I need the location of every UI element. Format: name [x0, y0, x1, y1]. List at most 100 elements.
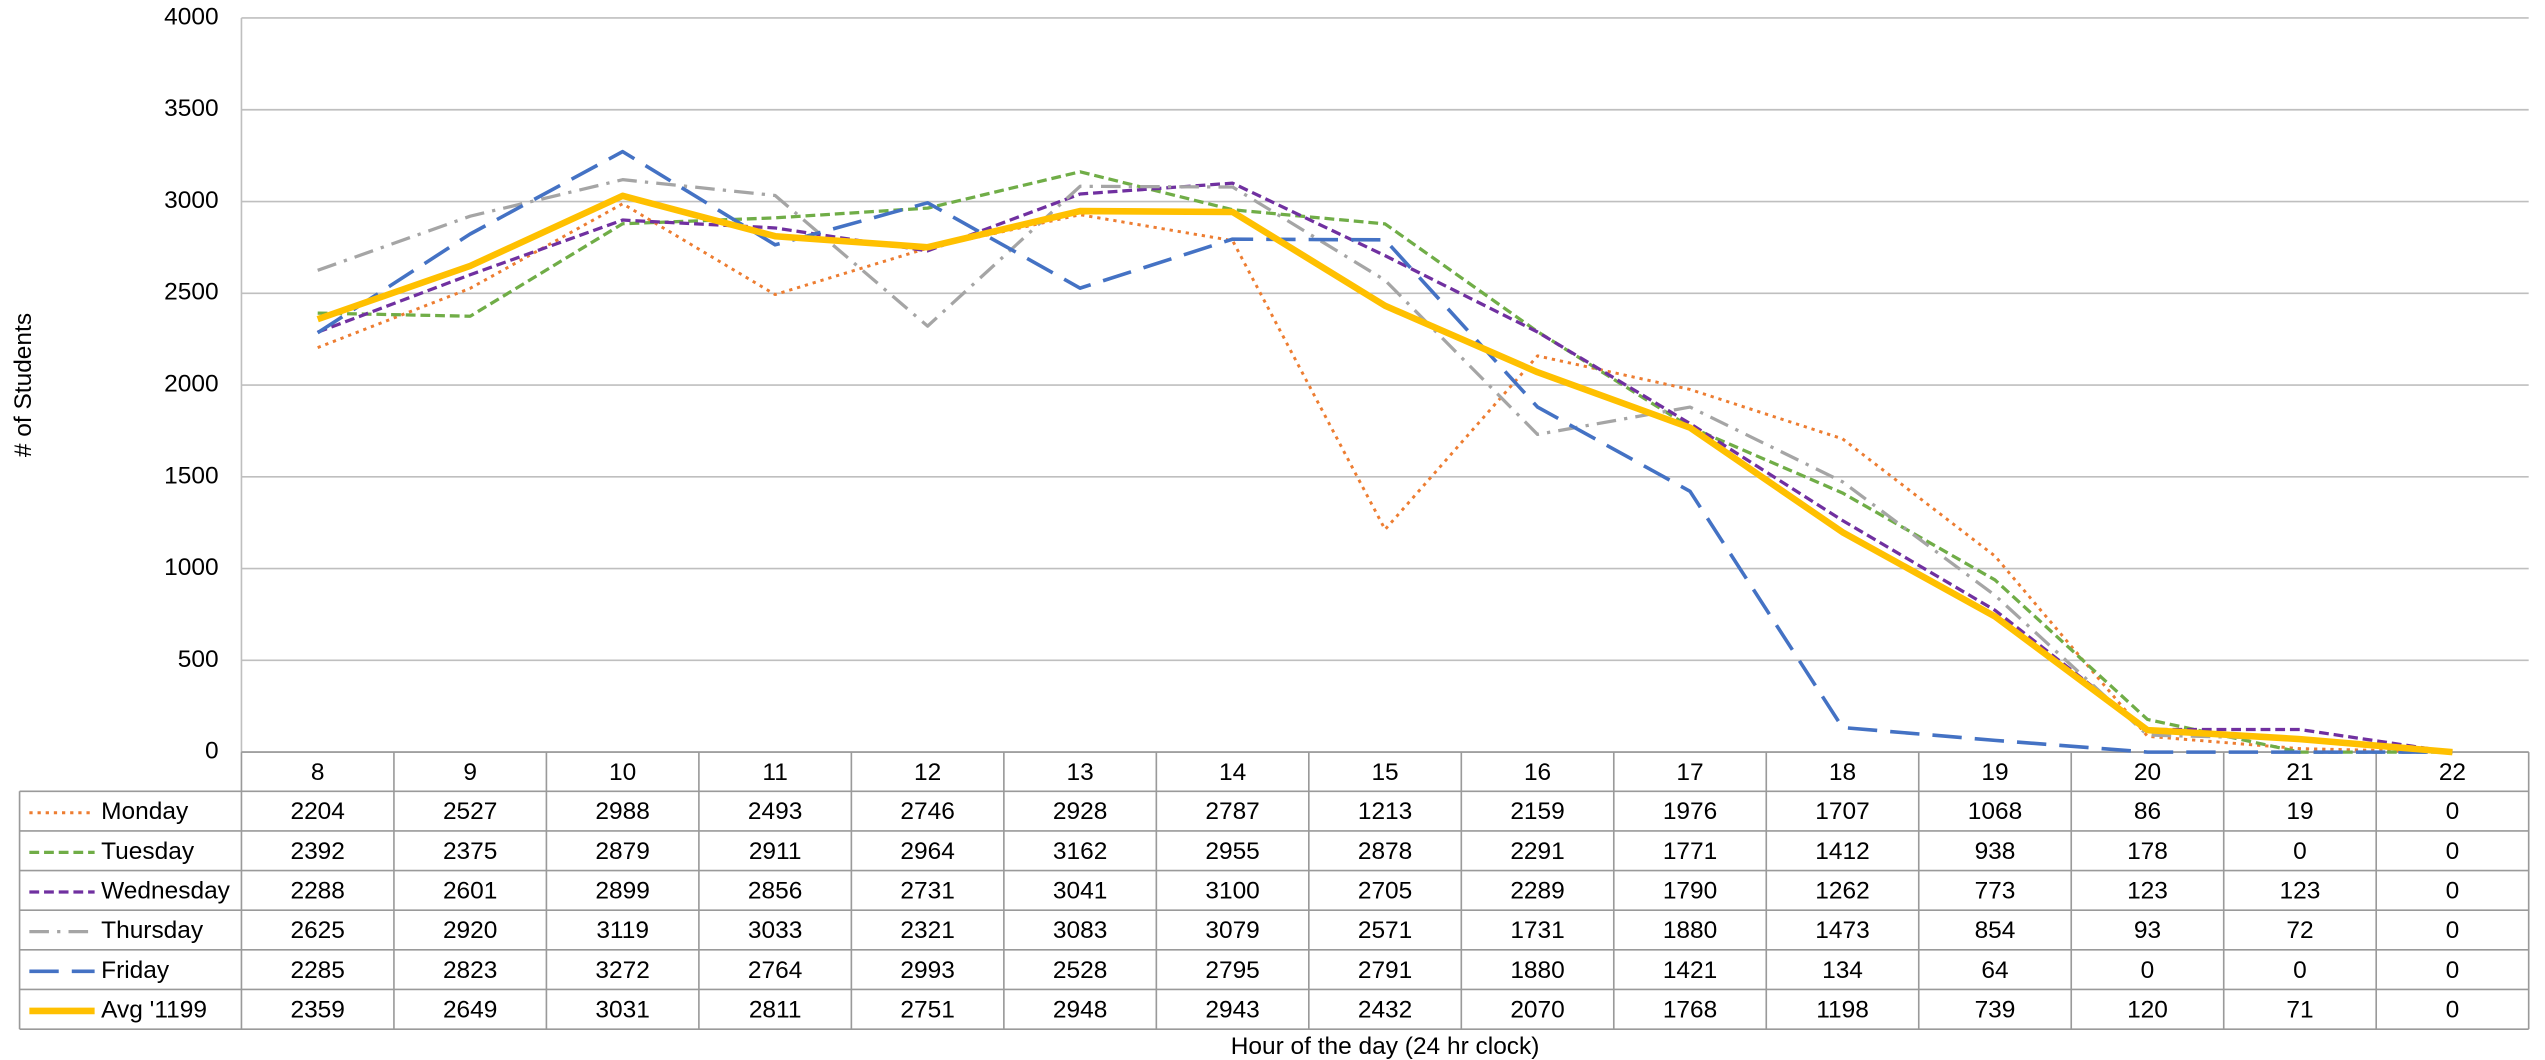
- table-value: 2920: [443, 917, 497, 944]
- table-value: 2948: [1053, 996, 1107, 1023]
- table-value: 2964: [900, 838, 954, 865]
- table-value: 2879: [595, 838, 649, 865]
- table-value: 19: [2286, 798, 2313, 825]
- table-value: 72: [2286, 917, 2313, 944]
- y-axis-label: # of Students: [10, 313, 37, 457]
- legend-label: Avg '1199: [101, 996, 207, 1023]
- table-value: 3272: [595, 957, 649, 984]
- table-value: 2375: [443, 838, 497, 865]
- legend-label: Friday: [101, 957, 170, 984]
- table-value: 2899: [595, 877, 649, 904]
- legend-label: Tuesday: [101, 838, 195, 865]
- x-tick-label: 11: [762, 759, 787, 786]
- table-value: 2625: [290, 917, 344, 944]
- table-value: 2288: [290, 877, 344, 904]
- x-tick-label: 21: [2286, 759, 2313, 786]
- series-line: [316, 192, 2453, 756]
- table-value: 1213: [1358, 798, 1412, 825]
- table-value: 2285: [290, 957, 344, 984]
- table-value: 2731: [900, 877, 954, 904]
- table-value: 123: [2280, 877, 2321, 904]
- x-axis-label: Hour of the day (24 hr clock): [1231, 1033, 1540, 1060]
- series-line: [317, 202, 2453, 754]
- table-value: 773: [1975, 877, 2016, 904]
- table-value: 2289: [1510, 877, 1564, 904]
- table-value: 1771: [1663, 838, 1717, 865]
- table-value: 2751: [900, 996, 954, 1023]
- table-value: 1731: [1510, 917, 1564, 944]
- table-value: 2392: [290, 838, 344, 865]
- table-value: 2955: [1205, 838, 1259, 865]
- table-value: 3083: [1053, 917, 1107, 944]
- table-value: 134: [1822, 957, 1863, 984]
- table-value: 0: [2446, 877, 2460, 904]
- x-tick-label: 18: [1829, 759, 1856, 786]
- table-value: 1473: [1815, 917, 1869, 944]
- table-value: 1068: [1968, 798, 2022, 825]
- table-value: 0: [2293, 957, 2307, 984]
- table-value: 1707: [1815, 798, 1869, 825]
- table-value: 2493: [748, 798, 802, 825]
- table-value: 123: [2127, 877, 2168, 904]
- table-value: 2993: [900, 957, 954, 984]
- y-tick-label: 500: [178, 646, 219, 673]
- table-value: 1412: [1815, 838, 1869, 865]
- x-tick-label: 17: [1676, 759, 1703, 786]
- table-value: 2787: [1205, 798, 1259, 825]
- table-value: 2928: [1053, 798, 1107, 825]
- table-value: 2432: [1358, 996, 1412, 1023]
- x-tick-label: 10: [609, 759, 636, 786]
- table-value: 739: [1975, 996, 2016, 1023]
- series-line: [317, 178, 2453, 754]
- x-tick-label: 19: [1981, 759, 2008, 786]
- table-value: 71: [2286, 996, 2313, 1023]
- y-tick-label: 1500: [164, 462, 218, 489]
- table-value: 0: [2446, 838, 2460, 865]
- table-value: 64: [1981, 957, 2008, 984]
- table-value: 2571: [1358, 917, 1412, 944]
- table-value: 2527: [443, 798, 497, 825]
- y-tick-label: 3500: [164, 95, 218, 122]
- table-value: 1976: [1663, 798, 1717, 825]
- table-value: 2878: [1358, 838, 1412, 865]
- table-value: 0: [2293, 838, 2307, 865]
- table-value: 2649: [443, 996, 497, 1023]
- table-value: 0: [2446, 798, 2460, 825]
- table-value: 120: [2127, 996, 2168, 1023]
- table-value: 2070: [1510, 996, 1564, 1023]
- table-value: 2321: [900, 917, 954, 944]
- table-value: 0: [2446, 917, 2460, 944]
- table-value: 1262: [1815, 877, 1869, 904]
- x-tick-label: 13: [1066, 759, 1093, 786]
- x-tick-label: 20: [2134, 759, 2161, 786]
- table-value: 2528: [1053, 957, 1107, 984]
- table-value: 86: [2134, 798, 2161, 825]
- table-value: 2204: [290, 798, 344, 825]
- table-value: 3031: [595, 996, 649, 1023]
- table-value: 2746: [900, 798, 954, 825]
- table-value: 1880: [1510, 957, 1564, 984]
- table-value: 93: [2134, 917, 2161, 944]
- table-value: 2601: [443, 877, 497, 904]
- table-value: 2359: [290, 996, 344, 1023]
- series-line: [316, 149, 2453, 754]
- x-tick-label: 8: [311, 759, 325, 786]
- table-value: 938: [1975, 838, 2016, 865]
- table-value: 0: [2446, 996, 2460, 1023]
- x-tick-label: 15: [1371, 759, 1398, 786]
- table-value: 3162: [1053, 838, 1107, 865]
- y-tick-label: 3000: [164, 187, 218, 214]
- series-line: [317, 181, 2453, 754]
- y-tick-label: 1000: [164, 554, 218, 581]
- x-tick-label: 12: [914, 759, 941, 786]
- y-tick-label: 4000: [164, 3, 218, 30]
- legend-label: Wednesday: [101, 877, 231, 904]
- y-tick-label: 2000: [164, 371, 218, 398]
- table-value: 854: [1975, 917, 2016, 944]
- x-tick-label: 16: [1524, 759, 1551, 786]
- table-value: 2795: [1205, 957, 1259, 984]
- table-value: 2856: [748, 877, 802, 904]
- table-value: 3033: [748, 917, 802, 944]
